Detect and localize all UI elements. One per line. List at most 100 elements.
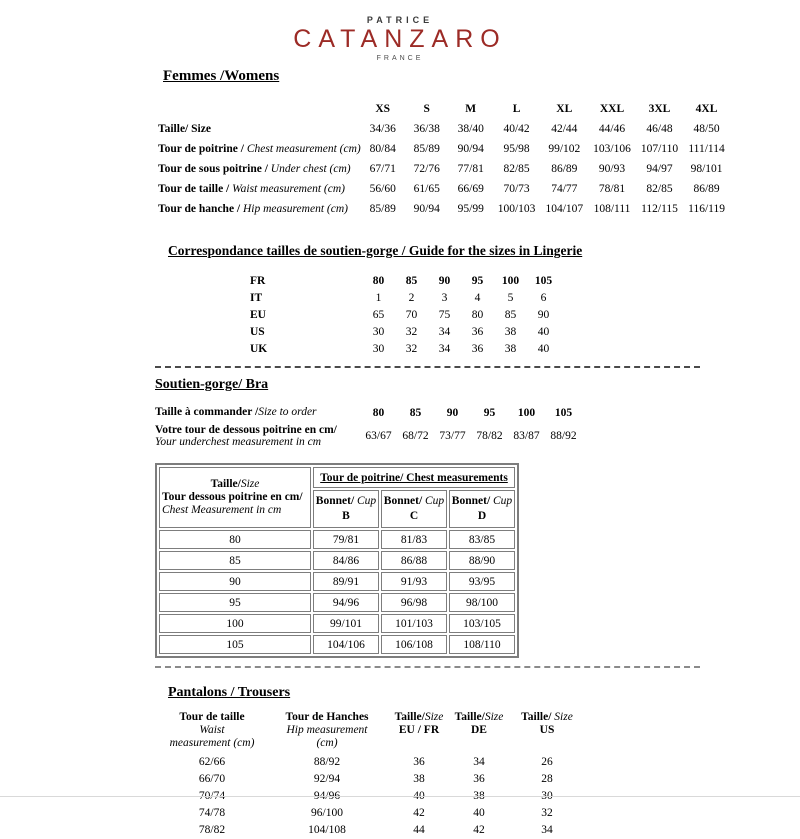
size-value: 32 — [405, 342, 418, 355]
cup-b-value: 104/106 — [313, 635, 379, 654]
size-value: 38 — [504, 325, 517, 338]
row-label-fr: Votre tour de dessous poitrine en cm/ — [155, 423, 337, 436]
size-value: 40 — [537, 342, 550, 355]
cup-c-value: 86/88 — [381, 551, 447, 570]
table-row: 66/70 92/94 38 36 28 — [158, 771, 586, 788]
size-value: 34/36 — [369, 123, 396, 135]
size-value: 107/110 — [640, 143, 679, 155]
table-row: Tour de taille / Waist measurement (cm) … — [158, 179, 730, 199]
cup-d-header: Bonnet/ Cup D — [449, 490, 515, 528]
size-value: 34 — [438, 342, 451, 355]
band-size: 85 — [159, 551, 311, 570]
trousers-section-heading: Pantalons / Trousers — [168, 685, 291, 700]
size-value: 85/89 — [369, 203, 396, 215]
row-label: Tour de taille / Waist measurement (cm) — [158, 179, 361, 199]
corner-title-en: Size — [240, 478, 260, 490]
size-value: 1 — [375, 291, 382, 304]
size-value: 61/65 — [413, 183, 440, 195]
table-row: 78/82 104/108 44 42 34 — [158, 822, 586, 839]
size-value: 95/99 — [457, 203, 484, 215]
table-row: EU 65 70 75 80 85 90 — [250, 306, 560, 323]
table-row: Taille/ Size 34/36 36/38 38/40 40/42 42/… — [158, 119, 730, 139]
size-value: 4 — [474, 291, 481, 304]
size-value: 75 — [438, 308, 451, 321]
size-value: 95 — [483, 406, 496, 419]
row-label-en: Chest measurement (cm) — [246, 143, 361, 155]
col-header-fr: Taille/ — [454, 711, 485, 723]
womens-header-spacer — [158, 99, 361, 119]
eu-fr-size: 42 — [413, 807, 425, 819]
col-header-en: Waist — [199, 724, 225, 736]
size-value: 40/42 — [503, 123, 530, 135]
de-size: 42 — [473, 824, 485, 836]
size-value: 95/98 — [503, 143, 530, 155]
size-value: 90/94 — [413, 203, 440, 215]
size-value: 98/101 — [690, 163, 723, 175]
row-label-fr: Taille à commander / — [155, 406, 259, 419]
size-value: 90 — [537, 308, 550, 321]
col-header-fr: Tour de taille — [179, 711, 245, 723]
size-value: 103/106 — [593, 143, 631, 155]
size-value: 105 — [554, 406, 573, 419]
womens-size-header-row: XS S M L XL XXL 3XL 4XL — [158, 99, 730, 119]
col-header-fr: Taille/ — [521, 711, 552, 723]
table-row: 105 104/106 106/108 108/110 — [159, 635, 515, 654]
size-value: 95 — [471, 274, 484, 287]
size-col-header: XS — [375, 103, 391, 115]
brand-logo-sub-text: FRANCE — [376, 55, 424, 62]
row-label: Taille à commander /Size to order — [155, 403, 360, 422]
size-col-header: XXL — [599, 103, 625, 115]
size-value: 80/84 — [369, 143, 396, 155]
cup-letter: B — [342, 510, 350, 522]
table-row: Tour de poitrine / Chest measurement (cm… — [158, 139, 730, 159]
size-value: 36 — [471, 342, 484, 355]
cup-label-en: Cup — [357, 495, 377, 507]
country-label: IT — [250, 291, 263, 304]
size-col-header: S — [423, 103, 430, 115]
cup-d-value: 83/85 — [449, 530, 515, 549]
size-col-header: 3XL — [648, 103, 671, 115]
cup-b-value: 94/96 — [313, 593, 379, 612]
row-label-en: Waist measurement (cm) — [232, 183, 345, 195]
cup-label-fr: Bonnet/ — [383, 495, 423, 507]
size-value: 85 — [405, 274, 418, 287]
table-row: 85 84/86 86/88 88/90 — [159, 551, 515, 570]
cup-label-en: Cup — [493, 495, 513, 507]
size-value: 40 — [537, 325, 550, 338]
size-value: 48/50 — [693, 123, 720, 135]
cup-d-value: 108/110 — [449, 635, 515, 654]
band-size: 90 — [159, 572, 311, 591]
cup-label-fr: Bonnet/ — [451, 495, 491, 507]
trousers-size-table: Tour de taille Waist measurement (cm) Tour… — [158, 711, 586, 839]
size-value: 78/82 — [476, 430, 503, 442]
cup-b-value: 84/86 — [313, 551, 379, 570]
band-size: 95 — [159, 593, 311, 612]
row-label-fr: Taille/ Size — [158, 123, 211, 135]
hip-value: 96/100 — [311, 807, 343, 819]
size-value: 38/40 — [457, 123, 484, 135]
lingerie-guide-heading: Correspondance tailles de soutien-gorge … — [168, 243, 583, 258]
table-row: 74/78 96/100 42 40 32 — [158, 805, 586, 822]
size-value: 63/67 — [365, 430, 392, 442]
table-row: IT 1 2 3 4 5 6 — [250, 289, 560, 306]
table-header-row: Taille/Size Tour dessous poitrine en cm/… — [159, 467, 515, 528]
size-value: 5 — [507, 291, 514, 304]
country-label: UK — [250, 342, 268, 355]
size-value: 34 — [438, 325, 451, 338]
row-label-en: Under chest (cm) — [270, 163, 351, 175]
size-value: 78/81 — [598, 183, 626, 195]
waist-value: 66/70 — [198, 773, 226, 785]
hip-value: 88/92 — [313, 756, 341, 768]
size-value: 85/89 — [413, 143, 440, 155]
size-value: 70 — [405, 308, 418, 321]
cup-c-value: 101/103 — [381, 614, 447, 633]
corner-line2: Tour dessous poitrine en cm/ — [162, 491, 303, 503]
cup-d-value: 103/105 — [449, 614, 515, 633]
table-row: Tour de hanche / Hip measurement (cm) 85… — [158, 199, 730, 219]
size-value: 66/69 — [457, 183, 484, 195]
size-value: 90/93 — [598, 163, 626, 175]
size-value: 30 — [372, 342, 385, 355]
chest-measurements-header: Tour de poitrine/ Chest measurements — [313, 467, 515, 488]
waist-col-header: Tour de taille Waist measurement (cm) — [158, 711, 266, 754]
table-row: UK 30 32 34 36 38 40 — [250, 340, 560, 357]
